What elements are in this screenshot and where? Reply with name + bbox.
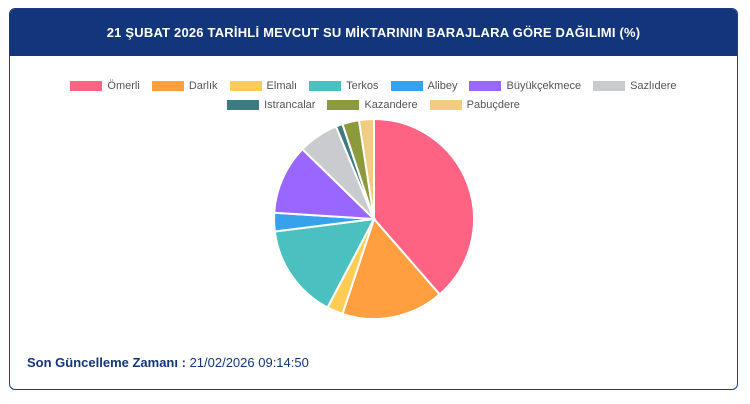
legend-item[interactable]: Alibey xyxy=(390,79,458,93)
last-update-value: 21/02/2026 09:14:50 xyxy=(189,355,309,370)
chart-card: 21 ŞUBAT 2026 TARİHLİ MEVCUT SU MİKTARIN… xyxy=(9,8,738,390)
legend-item[interactable]: Ömerli xyxy=(70,79,140,93)
legend-item[interactable]: Pabuçdere xyxy=(429,98,520,112)
legend-label: Pabuçdere xyxy=(466,99,520,111)
legend-item[interactable]: Istrancalar xyxy=(227,98,315,112)
pie-slice[interactable] xyxy=(273,147,377,221)
legend-swatch xyxy=(390,81,423,91)
legend-swatch xyxy=(469,81,502,91)
pie-slice[interactable] xyxy=(341,217,442,320)
legend-swatch xyxy=(227,100,260,110)
pie-slice[interactable] xyxy=(357,117,375,220)
legend-item[interactable]: Darlık xyxy=(151,79,218,93)
last-update-label: Son Güncelleme Zamanı : xyxy=(27,355,186,370)
chart-legend: Ömerli Darlık Elmalı Terkos Alibey Büyükçekme… xyxy=(30,79,717,112)
chart-header: 21 ŞUBAT 2026 TARİHLİ MEVCUT SU MİKTARIN… xyxy=(10,9,737,56)
chart-title: 21 ŞUBAT 2026 TARİHLİ MEVCUT SU MİKTARIN… xyxy=(106,25,641,40)
legend-swatch xyxy=(327,100,360,110)
legend-swatch xyxy=(593,81,626,91)
legend-item[interactable]: Sazlıdere xyxy=(593,79,677,93)
pie-chart xyxy=(273,117,475,320)
legend-label: Terkos xyxy=(346,80,379,92)
legend-label: Sazlıdere xyxy=(630,80,677,92)
legend-label: Kazandere xyxy=(364,99,418,111)
pie-slice[interactable] xyxy=(273,217,376,309)
legend-swatch xyxy=(429,100,462,110)
last-update: Son Güncelleme Zamanı : 21/02/2026 09:14… xyxy=(27,355,309,370)
pie-slice[interactable] xyxy=(373,117,475,296)
legend-swatch xyxy=(229,81,262,91)
legend-label: Alibey xyxy=(427,80,458,92)
legend-item[interactable]: Terkos xyxy=(309,79,379,93)
legend-item[interactable]: Kazandere xyxy=(327,98,418,112)
legend-swatch xyxy=(309,81,342,91)
legend-label: Istrancalar xyxy=(264,99,316,111)
legend-label: Darlık xyxy=(188,80,218,92)
legend-swatch xyxy=(70,81,103,91)
legend-item[interactable]: Elmalı xyxy=(229,79,298,93)
legend-label: Büyükçekmece xyxy=(506,80,582,92)
legend-swatch xyxy=(151,81,184,91)
legend-label: Elmalı xyxy=(266,80,298,92)
legend-label: Ömerli xyxy=(107,80,140,92)
legend-item[interactable]: Büyükçekmece xyxy=(469,79,581,93)
